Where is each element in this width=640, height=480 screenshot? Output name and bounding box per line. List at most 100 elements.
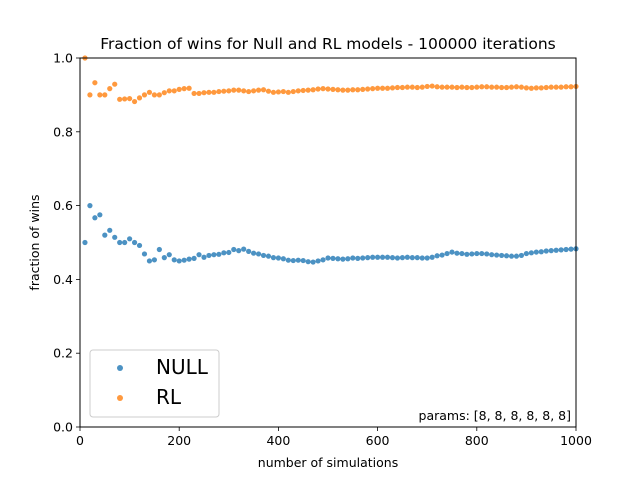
- null-point: [107, 227, 113, 233]
- x-tick-label: 200: [167, 433, 191, 448]
- null-point: [226, 249, 232, 256]
- null-point: [246, 248, 252, 254]
- null-point: [92, 215, 98, 221]
- rl-point: [156, 92, 162, 98]
- rl-point: [429, 83, 435, 89]
- rl-point: [439, 84, 445, 90]
- null-point: [131, 239, 138, 246]
- rl-point: [384, 85, 391, 91]
- null-point: [127, 236, 133, 242]
- rl-point: [563, 84, 569, 90]
- null-point: [345, 256, 351, 262]
- null-point: [171, 257, 177, 263]
- rl-point: [518, 84, 525, 90]
- null-point: [201, 254, 207, 260]
- null-point: [196, 252, 202, 258]
- x-tick-label: 600: [366, 433, 390, 448]
- x-axis-label: number of simulations: [258, 455, 398, 470]
- null-point: [141, 251, 148, 257]
- rl-point: [508, 84, 515, 90]
- legend: NULL RL: [89, 349, 220, 418]
- rl-point: [513, 84, 520, 90]
- null-point: [394, 255, 401, 261]
- rl-point: [102, 92, 108, 98]
- rl-point: [280, 88, 286, 95]
- null-point: [513, 253, 520, 259]
- null-point: [270, 255, 277, 261]
- null-point: [151, 257, 157, 263]
- null-point: [409, 255, 415, 261]
- null-point: [379, 254, 386, 260]
- rl-point: [528, 85, 534, 91]
- null-point: [499, 252, 505, 259]
- null-point: [538, 249, 544, 255]
- rl-point: [191, 90, 197, 97]
- rl-point: [206, 89, 212, 95]
- rl-point: [375, 85, 381, 91]
- rl-point: [131, 98, 138, 105]
- rl-point: [136, 95, 143, 101]
- rl-point: [201, 90, 207, 96]
- rl-point: [112, 81, 118, 87]
- rl-point: [365, 86, 371, 92]
- null-point: [310, 259, 316, 265]
- null-point: [251, 250, 257, 256]
- null-point: [325, 255, 331, 261]
- null-point: [503, 253, 510, 259]
- null-point: [97, 212, 103, 218]
- rl-point: [146, 89, 153, 95]
- rl-point: [424, 83, 430, 90]
- null-point: [156, 246, 162, 253]
- null-point: [365, 255, 371, 261]
- rl-point: [449, 84, 455, 90]
- null-point: [206, 252, 212, 259]
- null-point: [508, 253, 515, 259]
- null-point: [384, 254, 391, 260]
- rl-point: [275, 89, 281, 95]
- null-point: [315, 258, 321, 264]
- null-point: [280, 256, 286, 262]
- rl-point: [300, 87, 306, 94]
- x-tick-label: 1000: [560, 433, 592, 448]
- rl-point: [370, 86, 376, 92]
- rl-point: [459, 84, 465, 90]
- null-point: [216, 251, 222, 257]
- null-point: [335, 256, 341, 262]
- null-point: [181, 257, 187, 263]
- null-point: [424, 255, 430, 261]
- rl-point: [196, 90, 202, 97]
- null-point: [122, 239, 128, 246]
- null-point: [484, 251, 490, 257]
- null-point: [553, 247, 559, 253]
- rl-point: [503, 84, 510, 91]
- legend-marker-rl: [117, 395, 123, 401]
- null-point: [161, 255, 167, 261]
- null-point: [285, 257, 291, 263]
- y-tick-label: 1.0: [53, 51, 73, 66]
- rl-point: [474, 84, 480, 90]
- rl-point: [166, 88, 172, 94]
- rl-point: [107, 86, 113, 92]
- y-axis-ticks: 0.0 0.2 0.4 0.6 0.8 1.0: [53, 51, 80, 435]
- null-point: [290, 257, 296, 264]
- plot-frame: [79, 57, 577, 428]
- null-point: [82, 239, 88, 246]
- null-point: [494, 252, 500, 258]
- rl-point: [499, 84, 505, 91]
- rl-point: [553, 84, 559, 90]
- rl-point: [543, 84, 549, 91]
- null-point: [459, 250, 465, 257]
- rl-point: [404, 84, 410, 90]
- null-point: [260, 252, 267, 259]
- rl-point: [320, 86, 326, 92]
- rl-point: [176, 86, 182, 92]
- rl-point: [251, 88, 257, 94]
- rl-point: [305, 87, 311, 93]
- rl-point: [489, 84, 495, 90]
- rl-point: [454, 84, 460, 91]
- rl-point: [568, 84, 574, 90]
- rl-point: [330, 86, 336, 92]
- null-point: [439, 252, 445, 258]
- null-point: [454, 250, 460, 256]
- null-point: [191, 255, 197, 261]
